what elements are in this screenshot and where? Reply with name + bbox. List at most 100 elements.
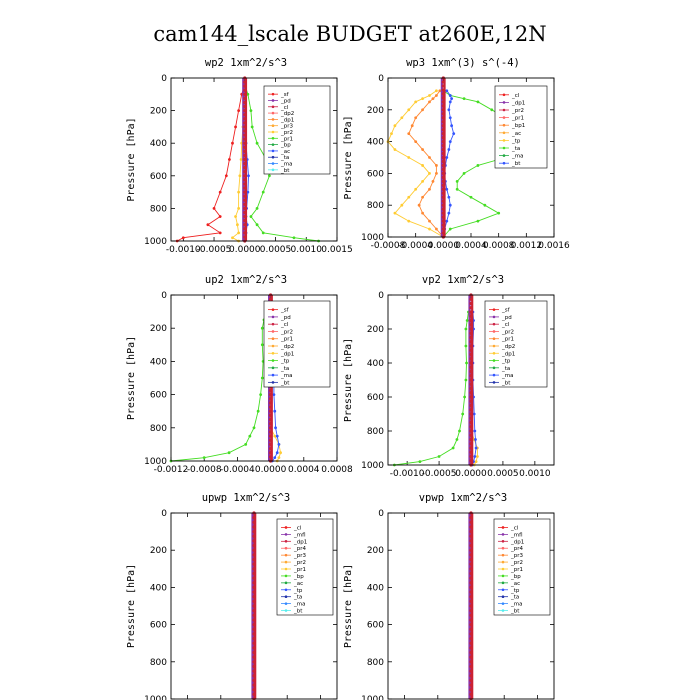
zero-line-marker: [469, 357, 473, 361]
legend-marker: [271, 337, 275, 341]
legend-marker: [502, 93, 506, 97]
legend-label: _pr3: [293, 553, 307, 559]
zero-line-marker: [269, 426, 273, 430]
data-point: [474, 446, 478, 450]
zero-line-marker: [469, 688, 473, 692]
legend-label: _bp: [280, 143, 291, 149]
legend-marker: [502, 116, 506, 119]
y-tick-label: 1000: [361, 461, 384, 471]
legend-label: _bt: [501, 380, 511, 386]
y-tick-label: 800: [367, 658, 384, 668]
zero-line-marker: [469, 412, 473, 416]
legend-marker: [271, 155, 275, 159]
data-point: [407, 156, 411, 159]
zero-line-marker: [243, 153, 247, 158]
zero-line-marker: [252, 641, 256, 645]
legend-marker: [492, 366, 496, 370]
legend-label: _ta: [511, 146, 520, 152]
zero-line-marker: [441, 143, 445, 148]
plot-frame: [170, 512, 338, 700]
data-point: [462, 97, 466, 101]
data-point: [218, 231, 222, 235]
legend-marker: [501, 595, 505, 598]
legend-marker: [502, 139, 506, 142]
series-line: [170, 311, 267, 462]
data-point: [246, 92, 250, 96]
data-point: [224, 174, 228, 178]
legend-box: [263, 300, 331, 388]
zero-line-marker: [469, 678, 473, 683]
zero-line-marker: [469, 446, 473, 450]
y-tick-label: 400: [367, 359, 384, 369]
y-tick-label: 600: [367, 621, 384, 631]
data-point: [212, 207, 216, 210]
legend-marker: [501, 567, 505, 571]
zero-line-marker: [441, 80, 445, 84]
data-point: [448, 140, 452, 144]
data-point: [464, 378, 468, 382]
zero-line-marker: [252, 599, 256, 603]
zero-line-marker: [269, 442, 273, 446]
zero-line-marker: [243, 88, 247, 92]
legend-label: _tp: [293, 588, 303, 594]
zero-line-marker: [252, 650, 256, 655]
y-tick-label: 0: [378, 291, 384, 301]
zero-line-marker: [469, 595, 473, 599]
legend-marker: [271, 330, 275, 333]
chart-panel-1: wp2 1xm^2/s^3 0 200 400 600 800 1000 Pressure […: [126, 57, 353, 255]
zero-line-marker: [469, 520, 473, 524]
data-point: [447, 148, 451, 151]
zero-line-marker: [441, 163, 445, 168]
plot-frame: [387, 77, 555, 238]
data-point: [246, 190, 250, 194]
data-point: [428, 94, 431, 97]
zero-line-marker: [252, 534, 256, 538]
data-point: [428, 227, 431, 231]
x-tick-label: 0.0008: [483, 241, 515, 251]
data-point: [465, 361, 468, 365]
legend-marker: [501, 581, 505, 585]
zero-line-marker: [252, 567, 256, 571]
zero-line-marker: [243, 125, 247, 129]
zero-line-marker: [269, 417, 273, 422]
legend-label: _pr1: [501, 337, 514, 343]
legend-marker: [271, 373, 275, 377]
zero-line-marker: [469, 403, 473, 408]
legend-label: _pr1: [280, 337, 293, 343]
data-point: [445, 187, 449, 191]
zero-line-marker: [243, 170, 247, 174]
zero-line-marker: [243, 121, 247, 125]
plot-frame: [170, 294, 338, 462]
data-point: [249, 109, 253, 112]
y-tick-label: 1000: [144, 457, 167, 467]
zero-line-marker: [441, 215, 445, 219]
data-point: [474, 438, 477, 441]
y-tick-label: 0: [161, 291, 167, 301]
zero-line-marker: [469, 433, 473, 437]
data-point: [450, 124, 454, 128]
zero-line-marker: [243, 133, 247, 137]
legend-label: _bt: [293, 609, 303, 615]
legend-label: _tp: [280, 359, 290, 365]
zero-line-marker: [469, 660, 473, 664]
x-tick-label: -0.0012: [154, 465, 189, 475]
y-axis-label: Pressure [hPa]: [126, 336, 137, 420]
data-point: [252, 426, 256, 430]
legend-marker: [284, 588, 288, 592]
legend-marker: [271, 168, 275, 172]
data-point: [476, 100, 480, 104]
legend-label: _dp1: [293, 539, 307, 545]
legend-label: _dp1: [510, 539, 524, 545]
legend-label: _bt: [280, 380, 290, 386]
zero-line-marker: [243, 182, 247, 186]
data-point: [421, 164, 424, 167]
legend: _cl_mfl_dp1_pr4_pr3_pr2_pr1_bp_ac_tp_ta_…: [276, 518, 334, 616]
legend-label: _dp1: [280, 117, 294, 123]
series-_dp1: [392, 310, 470, 467]
y-tick-label: 400: [367, 138, 384, 148]
zero-line-marker: [469, 391, 473, 395]
zero-line-marker: [243, 198, 247, 202]
y-tick-label: 200: [150, 324, 167, 334]
data-point: [447, 211, 451, 215]
zero-line-marker: [252, 585, 256, 590]
